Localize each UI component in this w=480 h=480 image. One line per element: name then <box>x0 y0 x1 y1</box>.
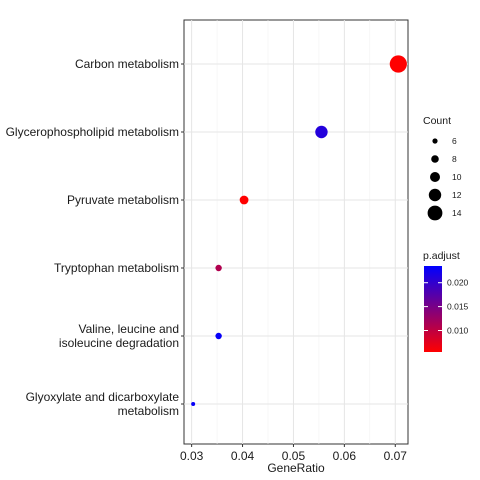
size-legend-label: 6 <box>452 136 457 146</box>
size-legend-title: Count <box>423 115 451 127</box>
x-tick-label: 0.06 <box>333 449 357 463</box>
size-legend-label: 12 <box>452 190 462 200</box>
x-axis-title: GeneRatio <box>267 461 325 475</box>
size-legend-dot <box>427 205 443 221</box>
data-point <box>315 125 328 139</box>
color-legend-title: p.adjust <box>423 250 460 262</box>
size-legend-label: 14 <box>452 208 462 218</box>
size-legend-label: 10 <box>452 172 462 182</box>
size-legend-dot <box>430 172 440 182</box>
data-point <box>389 55 407 73</box>
data-point <box>191 402 196 406</box>
data-point <box>215 264 222 272</box>
y-tick-label: Carbon metabolism <box>75 57 179 71</box>
color-legend-label: 0.020 <box>447 278 469 288</box>
y-tick-label: Tryptophan metabolism <box>54 261 179 275</box>
x-tick-label: 0.07 <box>384 449 408 463</box>
y-tick-label: Glycerophospholipid metabolism <box>6 125 179 139</box>
color-bar <box>424 266 442 352</box>
size-legend: 6 8 10 12 14 <box>427 136 462 221</box>
x-tick-label: 0.05 <box>282 449 306 463</box>
data-point <box>215 332 222 340</box>
y-tick-label: Glyoxylate and dicarboxylate metabolism <box>26 390 180 418</box>
size-legend-dot <box>432 138 438 144</box>
color-legend-label: 0.015 <box>447 302 469 312</box>
x-tick-label: 0.03 <box>180 449 204 463</box>
y-tick-label: Pyruvate metabolism <box>67 193 179 207</box>
legend: Count 6 8 10 12 14 p.adjust 0.020 0.015 0.010 <box>423 115 469 352</box>
size-legend-dot <box>431 155 439 163</box>
color-legend-label: 0.010 <box>447 326 469 336</box>
size-legend-dot <box>428 188 442 202</box>
plot-panel <box>183 19 409 445</box>
x-tick-label: 0.04 <box>231 449 255 463</box>
x-axis: 0.03 0.04 0.05 0.06 0.07 <box>180 444 407 463</box>
y-axis: Carbon metabolism Glycerophospholipid met… <box>6 57 184 418</box>
data-point <box>239 195 249 205</box>
data-points <box>191 55 407 406</box>
size-legend-label: 8 <box>452 154 457 164</box>
color-legend-ticks: 0.020 0.015 0.010 <box>424 278 469 336</box>
y-tick-label: Valine, leucine and isoleucine degradatio… <box>59 322 179 350</box>
grid-lines <box>184 20 408 444</box>
